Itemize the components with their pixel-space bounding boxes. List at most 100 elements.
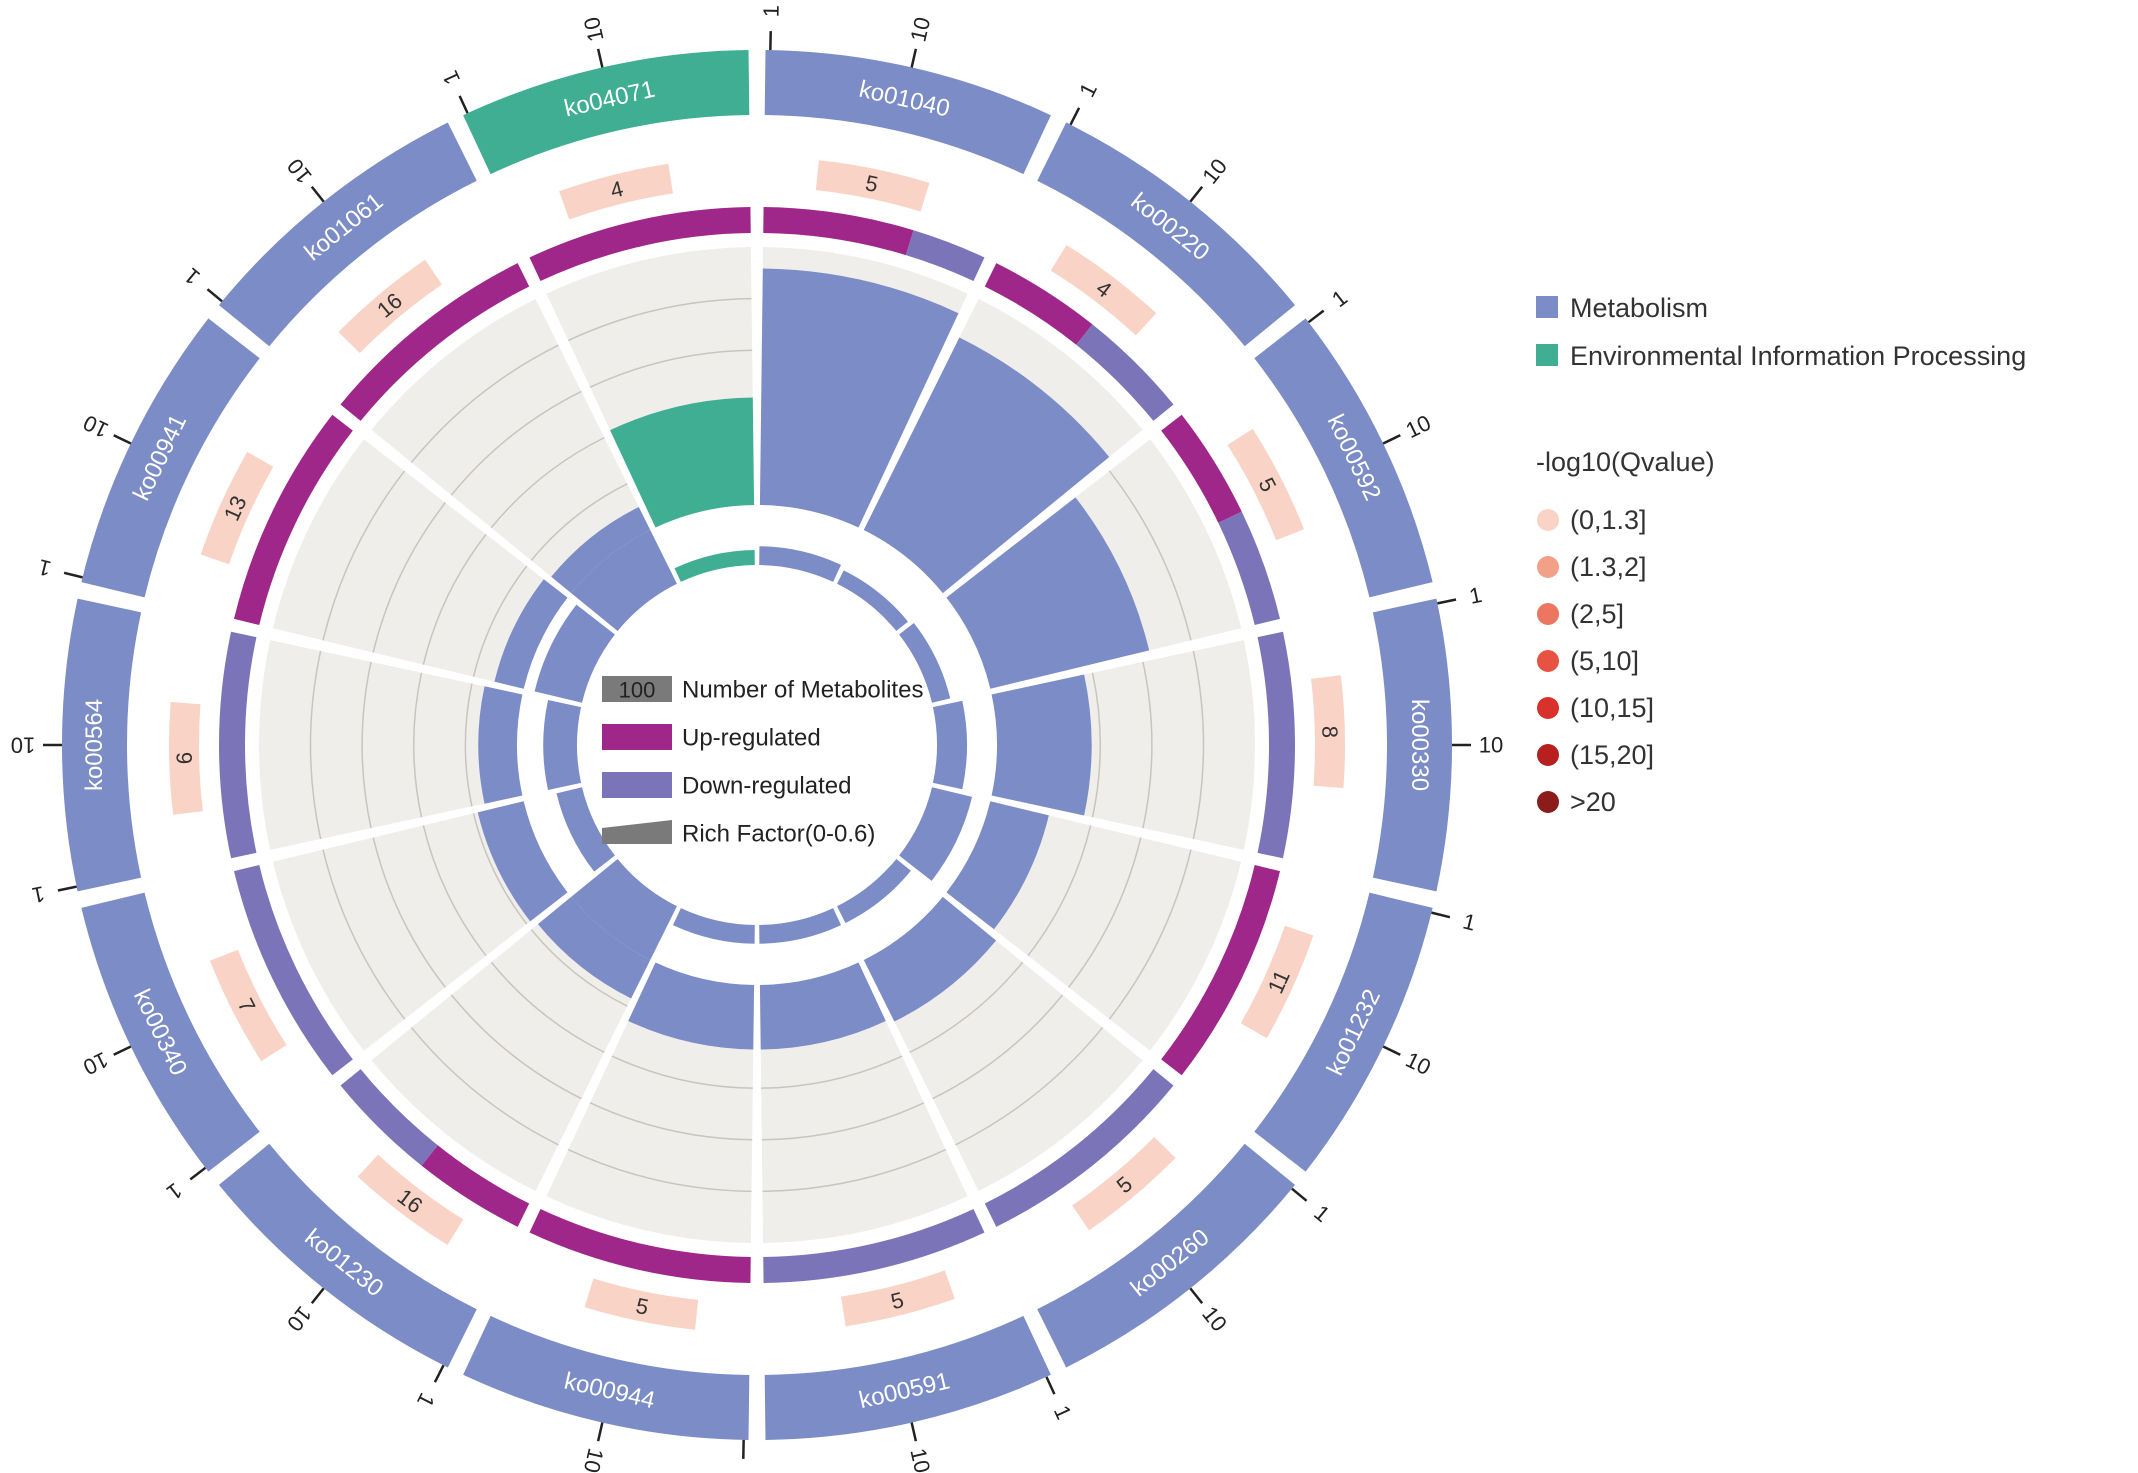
qvalue-pill-ko01040 <box>815 160 930 212</box>
tick-mark <box>910 1422 918 1442</box>
qvalue-label: (10,15] <box>1570 693 1654 723</box>
tick-label: 10 <box>1197 154 1232 189</box>
qvalue-pill-ko00941 <box>200 451 274 565</box>
up-regulated-arc-ko01061 <box>340 263 530 421</box>
tick-label: 10 <box>579 1446 609 1473</box>
number-bar-ko00220 <box>837 570 908 632</box>
tick-mark <box>1437 598 1457 605</box>
rich-factor-grid <box>272 801 568 1051</box>
down-regulated-arc-ko00260 <box>984 1069 1174 1227</box>
tick-mark <box>310 185 325 203</box>
tick-mark <box>113 1045 132 1056</box>
grid-line <box>361 661 372 829</box>
grid-line <box>1108 470 1192 641</box>
qvalue-label: >20 <box>1570 787 1616 817</box>
grid-line <box>762 1148 947 1193</box>
right-legend: Metabolism Environmental Information Proc… <box>1536 293 2026 817</box>
grid-line <box>450 390 582 496</box>
grid-line <box>450 994 582 1100</box>
legend-label: Number of Metabolites <box>682 677 923 704</box>
number-bar-ko01232 <box>899 787 973 881</box>
number-bar-ko00592 <box>899 622 951 703</box>
tick-label: 1 <box>1460 908 1478 935</box>
grid-line <box>422 825 487 957</box>
grid-line <box>410 1027 559 1146</box>
grid-line <box>490 961 605 1054</box>
category-legend-item: Environmental Information Processing <box>1536 341 2026 371</box>
center-legend-item-rich: Rich Factor(0-0.6) <box>602 820 875 848</box>
tick-label: 1 <box>1467 582 1484 609</box>
down-regulated-arc-ko00564 <box>219 631 257 859</box>
tick-mark <box>1045 1376 1056 1395</box>
metabolite-count-label: 5 <box>634 1293 651 1320</box>
legend-label: Down-regulated <box>682 773 851 800</box>
qvalue-legend-title: -log10(Qvalue) <box>1536 447 1715 477</box>
qvalue-swatch <box>1537 509 1559 531</box>
category-arc-ko01061 <box>218 122 477 347</box>
legend-swatch-text: 100 <box>619 678 656 703</box>
tick-label: 10 <box>1402 410 1435 443</box>
metabolite-count-label: 8 <box>1317 726 1342 739</box>
rich-factor-grid <box>371 896 651 1192</box>
number-bar-ko04071 <box>674 550 755 582</box>
rich-factor-bar-ko00564 <box>478 686 523 804</box>
rich-factor-swatch <box>602 820 672 844</box>
rich-factor-grid <box>371 298 651 594</box>
tick-label: 1 <box>758 5 783 18</box>
number-bar-ko00330 <box>932 700 968 790</box>
category-arc-ko01230 <box>218 1143 477 1368</box>
qvalue-legend-item: (10,15] <box>1537 693 1654 723</box>
category-arc-ko01232 <box>1254 892 1433 1172</box>
qvalue-label: (15,20] <box>1570 740 1654 770</box>
down-regulated-arc-ko01040 <box>905 230 985 282</box>
sector-ko00330: ko0033011082 <box>932 582 1503 892</box>
qvalue-pill-ko00592 <box>1227 428 1305 541</box>
qvalue-legend-item: (15,20] <box>1537 740 1654 770</box>
grid-line <box>309 650 322 840</box>
qvalue-label: (1.3,2] <box>1570 552 1647 582</box>
tick-mark <box>910 48 918 68</box>
tick-mark <box>1382 1045 1401 1056</box>
metabolite-count-label: 5 <box>863 170 880 197</box>
tick-label: 1 <box>36 554 54 581</box>
qvalue-legend-item: >20 <box>1537 787 1616 817</box>
grid-line <box>530 483 628 561</box>
qvalue-pill-ko00340 <box>209 949 287 1062</box>
grid-line <box>464 683 473 807</box>
tick-mark <box>113 434 132 445</box>
qvalue-pill-ko00220 <box>1050 245 1157 336</box>
tick-label: 10 <box>79 1047 112 1080</box>
tick-mark <box>1307 309 1325 324</box>
tick-label: 1 <box>1074 79 1102 101</box>
tick-label: 10 <box>79 410 112 443</box>
sector-ko00944: ko0094411051 <box>463 908 756 1473</box>
grid-line <box>322 849 406 1020</box>
tick-mark <box>1291 1187 1308 1202</box>
qvalue-swatch <box>1537 603 1559 625</box>
rich-factor-grid <box>259 640 523 850</box>
category-arc-ko00220 <box>1037 122 1296 347</box>
sector-ko01040: ko01040110521 <box>758 5 1051 582</box>
rich-factor-bar-ko00340 <box>477 801 568 922</box>
rich-factor-bar-ko00592 <box>946 497 1150 689</box>
up-regulated-arc-ko00220 <box>984 263 1093 345</box>
rich-factor-bar-ko00591 <box>759 962 886 1050</box>
up-regulated-arc-ko01040 <box>763 207 914 256</box>
category-arc-ko00591 <box>764 1315 1051 1440</box>
tick-label: 1 <box>30 881 47 908</box>
qvalue-label: (5,10] <box>1570 646 1639 676</box>
qvalue-label: (2,5] <box>1570 599 1624 629</box>
down-regulated-arc-ko00591 <box>763 1208 985 1283</box>
grid-line <box>472 565 528 677</box>
tick-label: 1 <box>1049 1402 1077 1424</box>
up-regulated-arc-ko00592 <box>1161 414 1242 523</box>
qvalue-swatch <box>1537 697 1559 719</box>
down-regulated-arc-ko01230 <box>340 1069 438 1166</box>
qvalue-pill-ko01061 <box>338 259 442 354</box>
qvalue-pill-ko01232 <box>1240 925 1314 1039</box>
down-regulated-arc-ko00592 <box>1218 511 1281 625</box>
grid-line <box>1142 661 1153 829</box>
legend-swatch <box>602 676 672 702</box>
rich-factor-bar-ko00330 <box>991 674 1092 816</box>
